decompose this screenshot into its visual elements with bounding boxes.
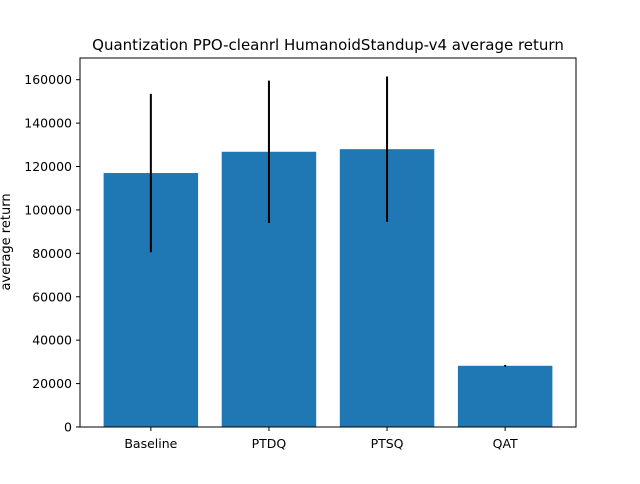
x-tick-label-qat: QAT (493, 436, 518, 451)
y-tick-label: 20000 (32, 376, 72, 391)
plot-frame (79, 57, 577, 428)
y-tick-label: 60000 (32, 289, 72, 304)
x-tick-label-ptdq: PTDQ (252, 436, 287, 451)
y-tick-label: 0 (64, 420, 72, 435)
y-tick-label: 160000 (24, 72, 72, 87)
bar-qat (457, 365, 553, 427)
y-tick-label: 100000 (24, 202, 72, 217)
y-tick-label: 80000 (32, 246, 72, 261)
x-tick-label-baseline: Baseline (124, 436, 177, 451)
y-axis-label: average return (0, 193, 14, 290)
x-tick-label-ptsq: PTSQ (371, 436, 404, 451)
y-tick-label: 120000 (24, 159, 72, 174)
bars-group (103, 149, 553, 427)
x-axis: Baseline PTDQ PTSQ QAT (124, 427, 518, 451)
error-bars-group (149, 76, 507, 367)
y-axis: 0 20000 40000 60000 80000 100000 120000 140000 1… (24, 72, 80, 435)
chart-title: Quantization PPO-cleanrl HumanoidStandup… (92, 36, 564, 54)
y-tick-label: 40000 (32, 333, 72, 348)
y-tick-label: 140000 (24, 116, 72, 131)
